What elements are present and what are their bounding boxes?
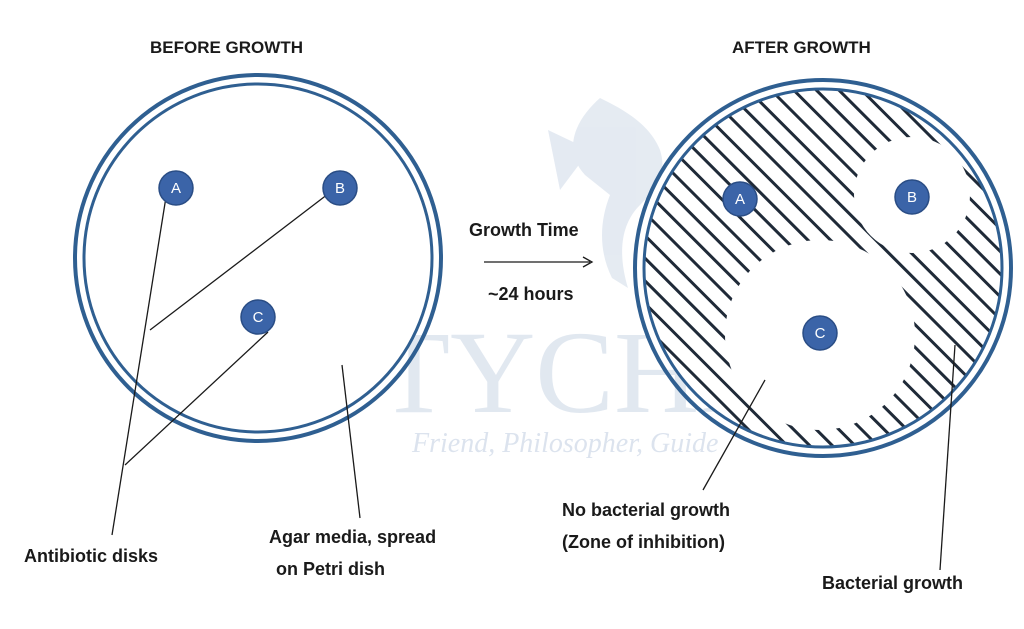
petri-dish-after	[633, 78, 1013, 458]
leader-line-agar	[341, 364, 361, 519]
bacterial-growth-label: Bacterial growth	[822, 573, 963, 593]
leader-line-disk-b	[149, 193, 329, 331]
antibiotic-disks-label: Antibiotic disks	[24, 546, 158, 566]
disk-b-after: B	[894, 179, 930, 215]
disk-c-label: C	[253, 309, 264, 326]
leader-lines-after	[702, 344, 956, 571]
disk-b-label: B	[335, 180, 345, 197]
growth-hours-label: ~24 hours	[488, 284, 574, 304]
leader-line-bacterial-growth	[939, 344, 956, 571]
watermark-logo-icon	[548, 98, 663, 288]
no-growth-label-line2: (Zone of inhibition)	[562, 532, 725, 552]
disk-a-label: A	[171, 180, 181, 197]
petri-dish-before	[73, 73, 443, 443]
disk-b-before: B	[322, 170, 358, 206]
disk-c-label: C	[815, 325, 826, 342]
heading-after-growth: AFTER GROWTH	[732, 38, 871, 57]
disk-a-after: A	[722, 181, 758, 217]
no-growth-label-line1: No bacterial growth	[562, 500, 730, 520]
disk-b-label: B	[907, 189, 917, 206]
arrow-right-icon	[484, 256, 594, 268]
disk-c-after: C	[802, 315, 838, 351]
heading-before-growth: BEFORE GROWTH	[150, 38, 303, 57]
disk-a-before: A	[158, 170, 194, 206]
disk-a-label: A	[735, 191, 745, 208]
leader-lines-before	[111, 193, 361, 536]
leader-line-inhibition	[702, 379, 766, 491]
agar-media-label-line2: on Petri dish	[276, 559, 385, 579]
disk-c-before: C	[240, 299, 276, 335]
leader-line-disk-a	[111, 196, 167, 536]
agar-media-label-line1: Agar media, spread	[269, 527, 436, 547]
watermark-tagline: Friend, Philosopher, Guide	[411, 428, 718, 459]
leader-line-disk-c	[124, 331, 269, 466]
growth-time-label: Growth Time	[469, 220, 579, 240]
